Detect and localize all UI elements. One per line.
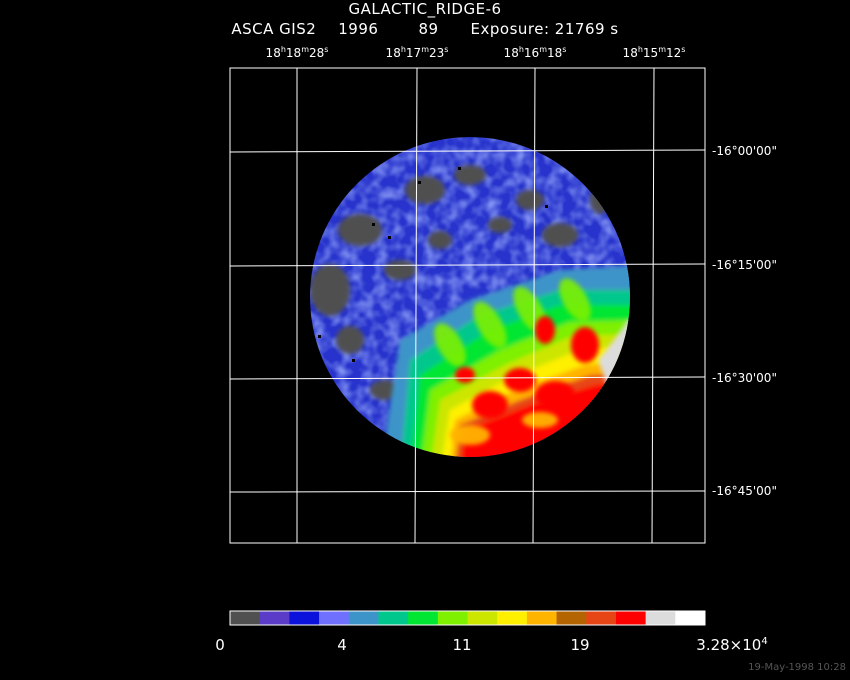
ra-tick-label: 18h15m12s [622, 45, 686, 60]
colorbar-tick-label: 11 [452, 636, 472, 654]
dec-gridline [229, 490, 706, 493]
ra-tick-label: 18h16m18s [503, 45, 567, 60]
colorbar-swatch [437, 611, 468, 625]
dec-gridline [229, 149, 706, 153]
ra-tick-label: 18h18m28s [265, 45, 329, 60]
colorbar-tick-label: 0 [215, 636, 225, 654]
sequence-label: 89 [418, 20, 439, 38]
figure-title: GALACTIC_RIDGE-6 [348, 0, 502, 18]
year-label: 1996 [338, 20, 379, 38]
colorbar [229, 610, 706, 626]
instrument-label: ASCA GIS2 [231, 20, 317, 38]
colorbar-frame [229, 610, 706, 626]
colorbar-swatch [467, 611, 498, 625]
colorbar-swatch [615, 611, 647, 625]
colorbar-swatch [230, 611, 261, 625]
dec-gridline [229, 376, 706, 380]
colorbar-swatch [378, 611, 409, 625]
ra-gridline [414, 67, 418, 544]
colorbar-swatch [675, 611, 706, 625]
colorbar-swatch [586, 611, 617, 625]
colorbar-swatch [259, 611, 290, 625]
colorbar-swatch [319, 611, 350, 625]
image-frame [229, 67, 706, 544]
colorbar-swatch [348, 611, 379, 625]
colorbar-swatch [556, 611, 587, 625]
dec-tick-label: -16°30'00" [712, 371, 777, 385]
ra-gridline [651, 67, 655, 544]
coordinate-grid [229, 67, 706, 544]
colorbar-tick-label: 19 [570, 636, 590, 654]
observation-info: ASCA GIS2 1996 89 Exposure: 21769 s [0, 20, 850, 38]
colorbar-swatch [497, 611, 528, 625]
colorbar-swatch [408, 611, 439, 625]
exposure-label: Exposure: 21769 s [470, 20, 619, 38]
timestamp: 19-May-1998 10:28 [748, 662, 846, 673]
dec-gridline [229, 263, 706, 267]
dec-tick-label: -16°00'00" [712, 144, 777, 158]
field-of-view-image [310, 137, 630, 457]
ra-tick-label: 18h17m23s [385, 45, 449, 60]
colorbar-swatch [289, 611, 320, 625]
ra-gridline [532, 67, 536, 544]
colorbar-swatch [526, 611, 558, 625]
colorbar-swatch [645, 611, 676, 625]
colorbar-max-label: 3.28×104 [696, 636, 768, 654]
dec-tick-label: -16°45'00" [712, 484, 777, 498]
dec-tick-label: -16°15'00" [712, 258, 777, 272]
colorbar-tick-label: 4 [337, 636, 347, 654]
